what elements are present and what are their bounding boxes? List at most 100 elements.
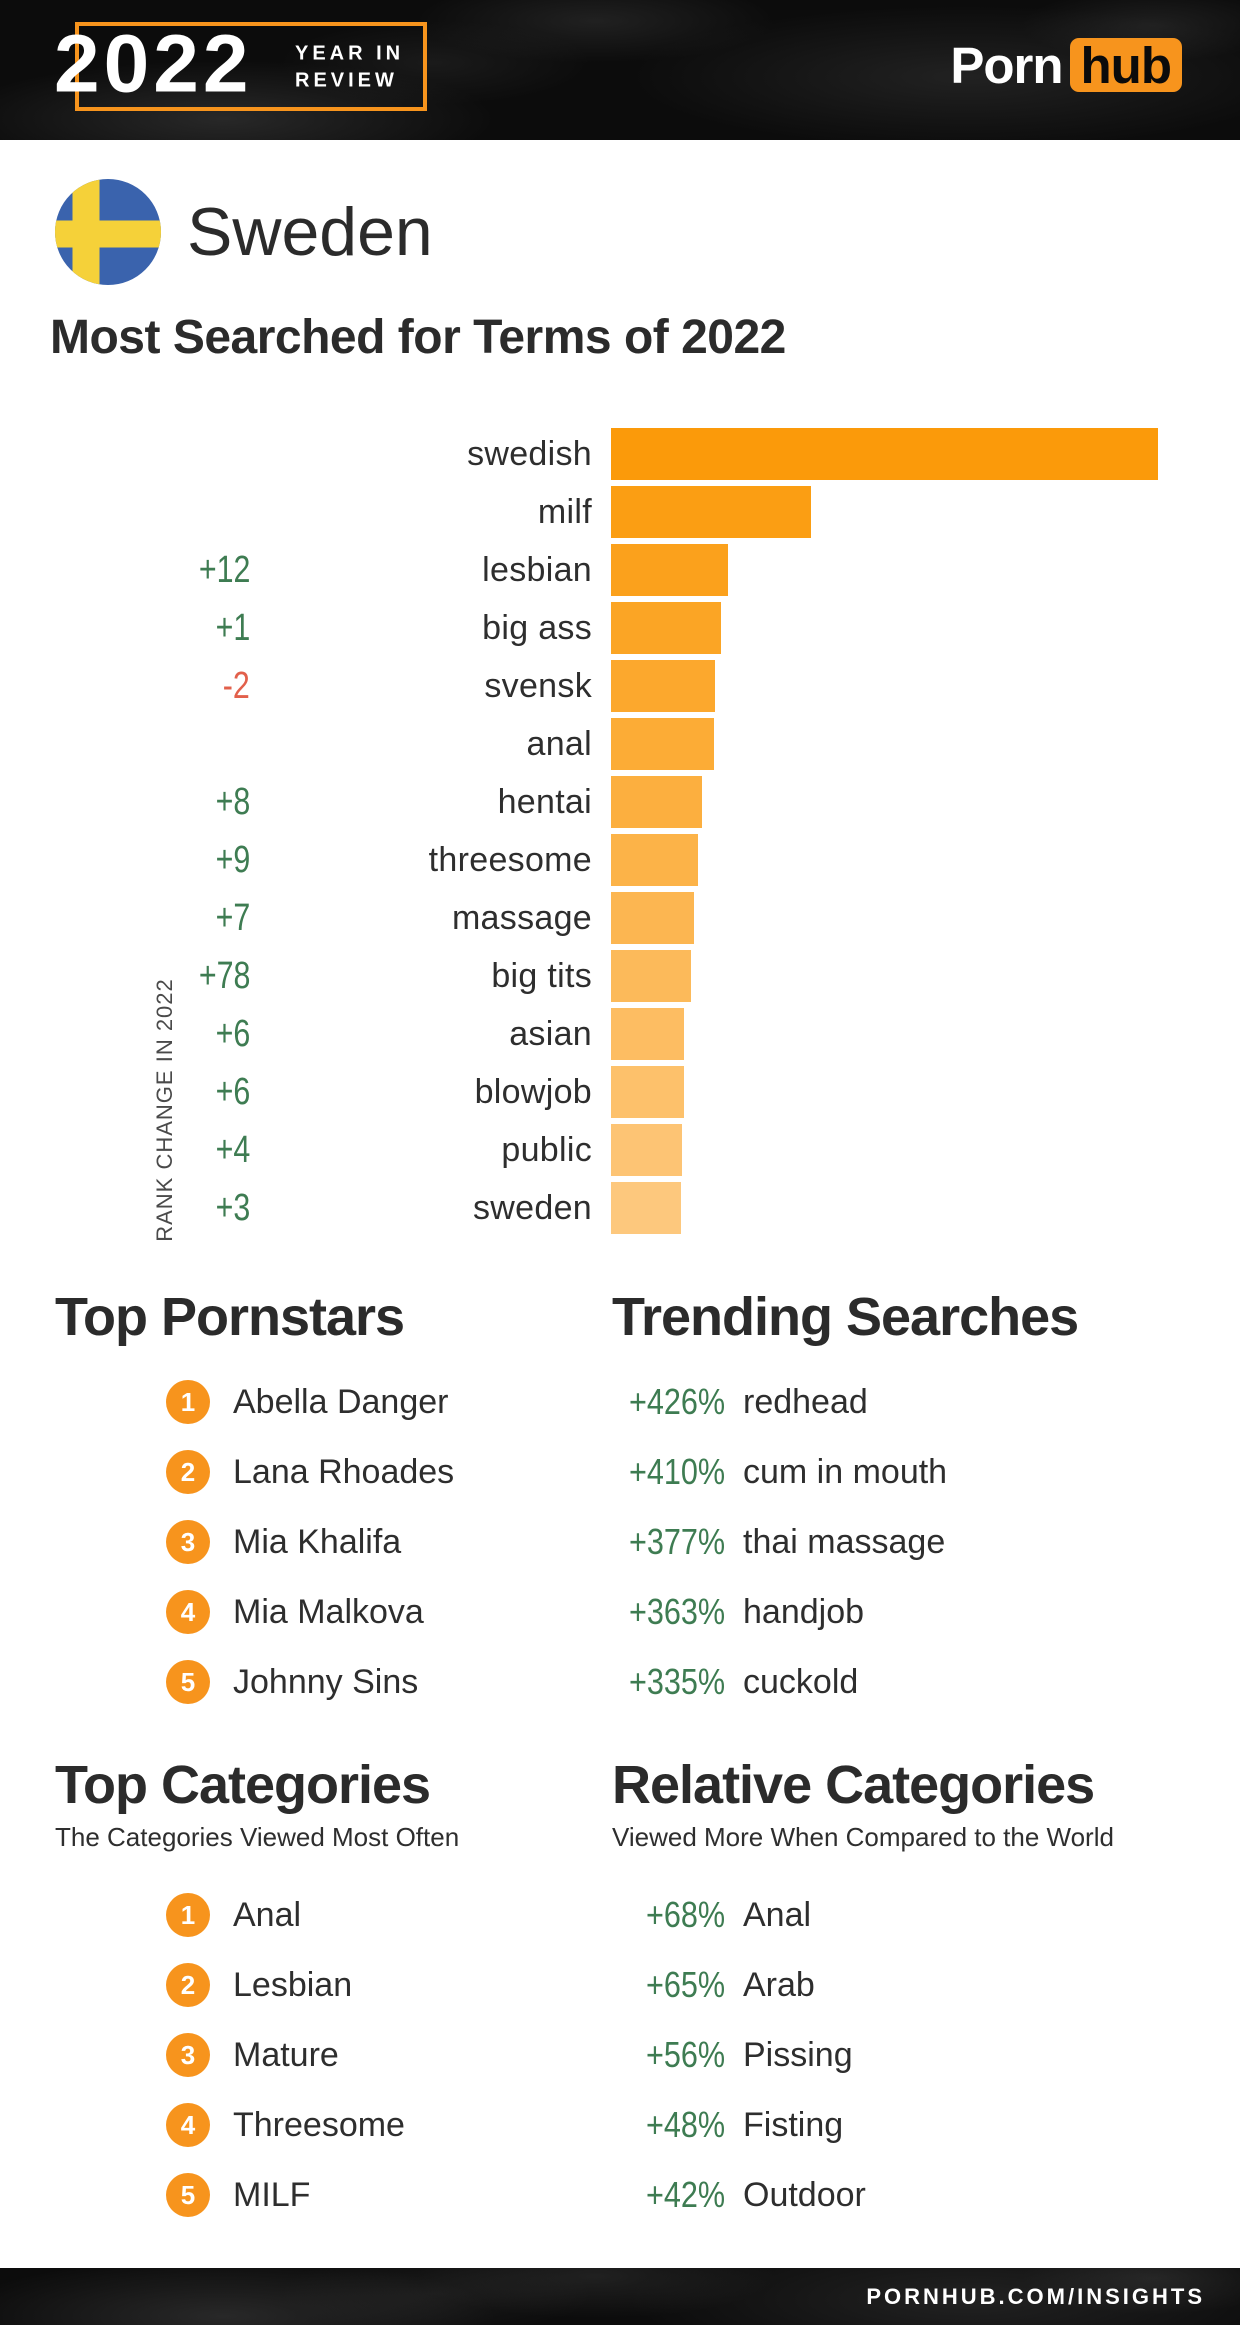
chart-row: milf — [0, 486, 1240, 538]
rank-badge: 1 — [166, 1893, 210, 1938]
rank-badge: 3 — [166, 2033, 210, 2078]
search-term-bar — [611, 892, 694, 944]
rank-change-label: +8 — [215, 781, 250, 823]
chart-rows: swedish milf +12 lesbian +1 big ass -2 s… — [0, 428, 1240, 1234]
trending-searches-list: +426% redhead +410% cum in mouth +377% t… — [612, 1367, 1212, 1717]
category-name: Anal — [233, 1895, 302, 1934]
search-term-bar — [611, 834, 698, 886]
search-term-bar — [611, 1182, 681, 1234]
search-term-label: threesome — [428, 841, 592, 879]
list-item: 4 Threesome — [55, 2090, 585, 2160]
flag-cross-horizontal — [55, 220, 161, 248]
chart-row: +9 threesome — [0, 834, 1240, 886]
search-term-label: big ass — [482, 609, 592, 647]
search-term-label: blowjob — [474, 1073, 592, 1111]
search-term-label: big tits — [491, 957, 592, 995]
relative-categories-subtitle: Viewed More When Compared to the World — [612, 1822, 1114, 1853]
country-title: Sweden — [187, 194, 433, 270]
chart-row: +12 lesbian — [0, 544, 1240, 596]
year-in-review-badge: 2022 YEAR IN REVIEW — [54, 22, 427, 111]
pornhub-logo: Porn hub — [950, 38, 1182, 92]
list-item: +56% Pissing — [612, 2020, 1212, 2090]
list-item: 4 Mia Malkova — [55, 1577, 575, 1647]
search-term-label: public — [501, 1131, 592, 1169]
list-item: +410% cum in mouth — [612, 1437, 1212, 1507]
relative-percent: +48% — [645, 2104, 725, 2146]
chart-row: anal — [0, 718, 1240, 770]
rank-change-label — [0, 493, 250, 531]
rank-badge: 5 — [166, 2173, 210, 2218]
list-item: 2 Lana Rhoades — [55, 1437, 575, 1507]
rank-change-label: -2 — [222, 665, 250, 707]
list-item: 2 Lesbian — [55, 1950, 585, 2020]
country-header: Sweden — [55, 179, 433, 285]
rank-change-label: +12 — [198, 549, 250, 591]
chart-row: +78 big tits — [0, 950, 1240, 1002]
chart-row: +7 massage — [0, 892, 1240, 944]
search-term-label: milf — [537, 493, 592, 531]
rank-change-label: +7 — [215, 897, 250, 939]
footer-url: PORNHUB.COM/INSIGHTS — [866, 2283, 1205, 2309]
relative-category-name: Outdoor — [743, 2175, 866, 2214]
rank-change-label: +6 — [215, 1013, 250, 1055]
rank-badge: 3 — [166, 1520, 210, 1565]
pornhub-logo-porn: Porn — [950, 36, 1063, 94]
trend-percent: +363% — [628, 1591, 726, 1633]
trending-searches-section: Trending Searches +426% redhead +410% cu… — [612, 1288, 1212, 1717]
search-term-label: sweden — [473, 1189, 592, 1227]
search-term-bar — [611, 660, 715, 712]
trend-term: cum in mouth — [743, 1452, 948, 1491]
category-name: Mature — [233, 2035, 339, 2074]
footer: PORNHUB.COM/INSIGHTS — [0, 2268, 1240, 2325]
relative-category-name: Anal — [743, 1895, 812, 1934]
list-item: 5 MILF — [55, 2160, 585, 2230]
pornstar-name: Mia Khalifa — [233, 1522, 402, 1561]
pornstar-name: Johnny Sins — [233, 1662, 419, 1701]
chart-row: +4 public — [0, 1124, 1240, 1176]
rank-badge: 1 — [166, 1380, 210, 1425]
rank-badge: 2 — [166, 1963, 210, 2008]
relative-category-name: Arab — [743, 1965, 815, 2004]
search-term-label: hentai — [497, 783, 592, 821]
chart-row: -2 svensk — [0, 660, 1240, 712]
list-item: +426% redhead — [612, 1367, 1212, 1437]
search-term-bar — [611, 1124, 682, 1176]
badge-line-year-in: YEAR IN — [295, 42, 405, 64]
category-name: Threesome — [233, 2105, 405, 2144]
trend-term: cuckold — [743, 1662, 859, 1701]
search-term-bar — [611, 602, 721, 654]
search-term-bar — [611, 718, 714, 770]
relative-categories-title: Relative Categories — [612, 1755, 1095, 1815]
search-term-bar — [611, 776, 702, 828]
list-item: +335% cuckold — [612, 1647, 1212, 1717]
relative-percent: +68% — [645, 1894, 725, 1936]
search-term-label: anal — [526, 725, 592, 763]
rank-change-label — [0, 435, 250, 473]
chart-row: swedish — [0, 428, 1240, 480]
category-name: MILF — [233, 2175, 311, 2214]
relative-categories-list: +68% Anal +65% Arab +56% Pissing +48% Fi… — [612, 1880, 1212, 2230]
trend-percent: +335% — [628, 1661, 726, 1703]
search-term-label: swedish — [467, 435, 592, 473]
rank-change-label — [0, 725, 250, 763]
relative-percent: +42% — [645, 2174, 725, 2216]
rank-change-label: +1 — [215, 607, 250, 649]
trend-percent: +377% — [628, 1521, 726, 1563]
pornstar-name: Lana Rhoades — [233, 1452, 455, 1491]
search-term-bar — [611, 1066, 684, 1118]
chart-row: +3 sweden — [0, 1182, 1240, 1234]
chart-row: +1 big ass — [0, 602, 1240, 654]
trending-searches-title: Trending Searches — [612, 1287, 1079, 1347]
list-item: 3 Mia Khalifa — [55, 1507, 575, 1577]
trend-percent: +426% — [628, 1381, 726, 1423]
search-term-label: massage — [451, 899, 592, 937]
rank-change-label: +3 — [215, 1187, 250, 1229]
chart-row: +6 blowjob — [0, 1066, 1240, 1118]
rank-change-axis-label: RANK CHANGE IN 2022 — [152, 978, 177, 1242]
list-item: +363% handjob — [612, 1577, 1212, 1647]
list-item: +42% Outdoor — [612, 2160, 1212, 2230]
trend-percent: +410% — [628, 1451, 726, 1493]
search-term-label: asian — [509, 1015, 592, 1053]
search-term-label: lesbian — [482, 551, 592, 589]
badge-subtext: YEAR IN REVIEW — [295, 43, 404, 90]
